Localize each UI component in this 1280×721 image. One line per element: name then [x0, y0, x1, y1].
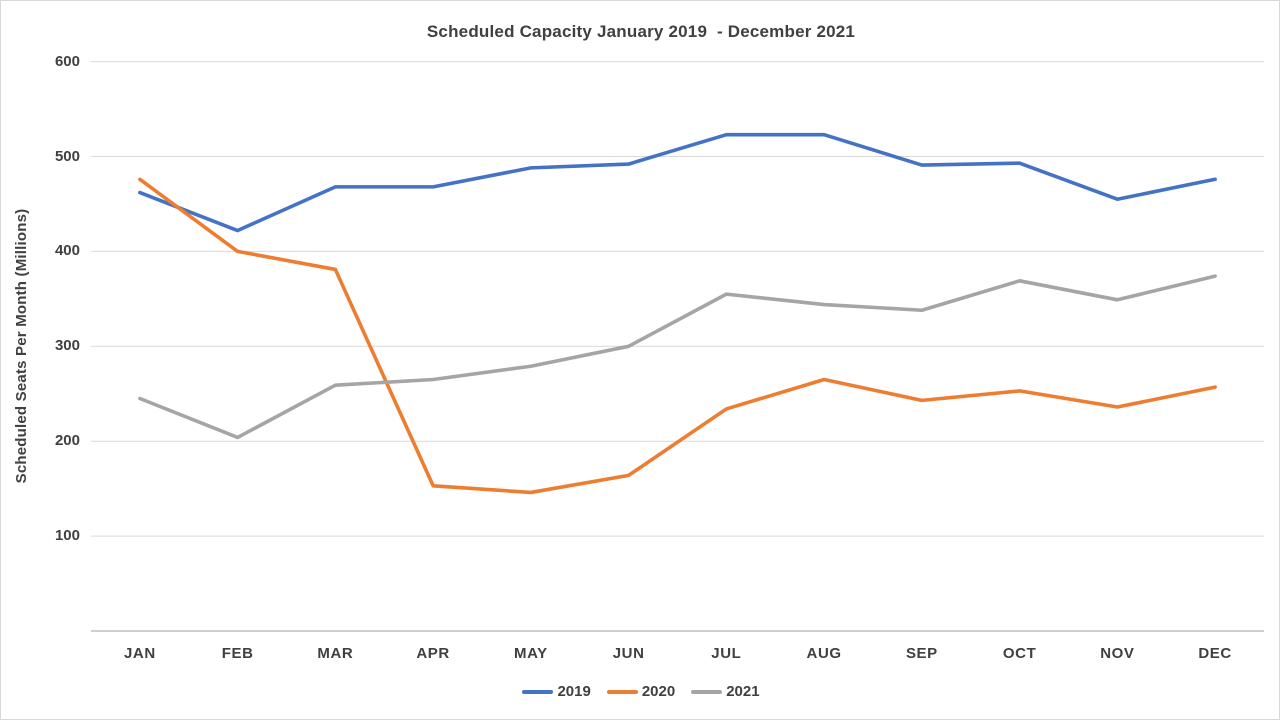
legend-item-2021: 2021 — [691, 683, 760, 700]
legend-label-2020: 2020 — [641, 683, 676, 700]
series-line-2021 — [138, 274, 1217, 440]
legend-swatch-2020 — [606, 689, 638, 694]
x-tick-label-jan: JAN — [123, 645, 156, 662]
series-line-2020 — [138, 177, 1217, 495]
legend-label-2019: 2019 — [557, 683, 591, 700]
x-tick-label-oct: OCT — [1002, 645, 1037, 662]
series-line-2019 — [138, 132, 1217, 233]
y-tick-label-100: 100 — [54, 527, 80, 545]
x-tick-label-may: MAY — [513, 645, 548, 662]
legend-label-2021: 2021 — [726, 683, 760, 700]
x-tick-label-jun: JUN — [612, 645, 645, 662]
legend-swatch-2021 — [691, 689, 723, 694]
x-tick-label-feb: FEB — [221, 645, 254, 662]
y-tick-label-300: 300 — [54, 337, 80, 355]
x-tick-label-dec: DEC — [1198, 645, 1232, 662]
y-tick-label-200: 200 — [54, 432, 80, 450]
x-tick-label-apr: APR — [416, 645, 450, 662]
chart-title: Scheduled Capacity January 2019 - Decemb… — [426, 22, 856, 41]
legend-item-2020: 2020 — [606, 683, 676, 700]
x-tick-label-aug: AUG — [806, 645, 842, 662]
x-tick-label-jul: JUL — [711, 645, 742, 662]
y-tick-label-500: 500 — [54, 147, 80, 165]
x-tick-label-nov: NOV — [1100, 645, 1135, 662]
y-tick-label-600: 600 — [54, 52, 80, 70]
y-tick-label-400: 400 — [54, 242, 80, 260]
x-tick-label-mar: MAR — [317, 645, 354, 662]
legend-item-2019: 2019 — [522, 683, 591, 700]
x-tick-label-sep: SEP — [905, 645, 938, 662]
legend-swatch-2019 — [522, 689, 554, 694]
legend: 2019 2020 2021 — [1, 683, 1280, 700]
